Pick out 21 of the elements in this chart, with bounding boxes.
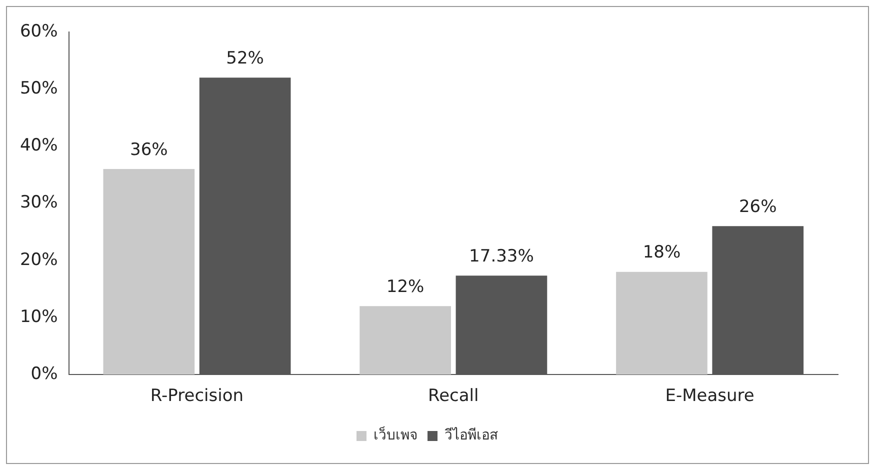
y-tick-label: 60%: [20, 21, 58, 42]
x-tick-label: E-Measure: [665, 386, 754, 406]
data-label: 26%: [738, 197, 777, 218]
data-label: 18%: [642, 242, 681, 263]
y-tick-label: 40%: [20, 136, 58, 156]
data-label: 36%: [130, 140, 168, 160]
legend-label: วีไอพีเอส: [444, 426, 498, 444]
y-tick-label: 30%: [20, 192, 58, 213]
legend-label: เว็บเพจ: [374, 426, 418, 444]
x-tick-label: Recall: [428, 386, 479, 406]
data-label: 17.33%: [469, 246, 534, 267]
x-tick-label: R-Precision: [150, 386, 244, 406]
y-tick-label: 0%: [30, 364, 58, 384]
bar: [616, 272, 708, 375]
bar: [103, 169, 195, 375]
y-tick-label: 20%: [20, 250, 58, 270]
data-label: 52%: [226, 48, 264, 69]
y-tick-label: 10%: [20, 306, 58, 327]
y-tick-label: 50%: [20, 78, 58, 99]
bar: [360, 306, 451, 375]
data-label: 12%: [386, 277, 424, 297]
